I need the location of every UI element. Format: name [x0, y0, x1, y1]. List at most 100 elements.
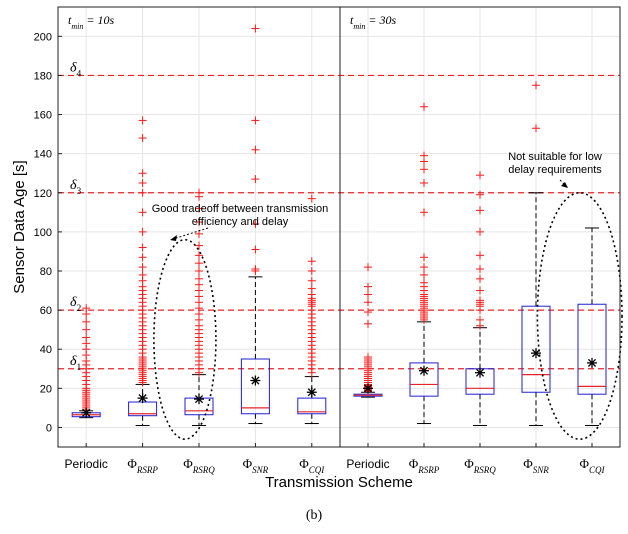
outlier-point — [476, 296, 484, 305]
y-tick-label: 60 — [40, 305, 52, 317]
outlier-point — [82, 333, 91, 342]
x-tick-label-main: Periodic — [346, 457, 389, 471]
outlier-point — [195, 267, 203, 275]
outlier-point — [251, 245, 260, 254]
threshold-label-part: δ — [70, 60, 77, 75]
outlier-point — [420, 278, 428, 287]
outlier-point — [251, 24, 260, 33]
x-tick-label-main: Φ — [127, 456, 137, 471]
mean-stroke — [82, 408, 91, 417]
outlier-point — [251, 265, 260, 274]
outlier-point — [476, 227, 484, 236]
x-tick-label: ΦCQI — [579, 456, 605, 475]
y-tick-label: 80 — [40, 266, 52, 278]
mean-stroke — [251, 376, 260, 385]
x-tick-label: Periodic — [65, 457, 108, 471]
outlier-point — [251, 116, 260, 125]
x-axis-label: Transmission Scheme — [265, 474, 413, 491]
outlier-point — [307, 257, 316, 266]
threshold-label: δ1 — [70, 354, 82, 373]
box-4-panel-1 — [577, 227, 607, 426]
outlier-point — [364, 282, 372, 291]
y-tick-label: 200 — [34, 31, 52, 43]
outlier-point — [251, 175, 260, 184]
panel-title: tmin = 30s — [350, 13, 396, 31]
annotation-text-1: Not suitable for low delay requirements — [508, 151, 602, 176]
outlier-point — [138, 263, 147, 272]
annotation-line: delay requirements — [508, 164, 602, 176]
outlier-point — [364, 290, 372, 299]
outlier-point — [138, 208, 147, 217]
mean-stroke — [307, 388, 316, 397]
y-tick-label: 120 — [34, 188, 52, 200]
box-0-panel-1 — [353, 263, 383, 398]
mean-stroke — [363, 384, 373, 393]
mean-stroke — [587, 358, 597, 367]
threshold-label-part: 3 — [77, 187, 82, 197]
outlier-point — [364, 298, 372, 307]
outlier-point — [420, 102, 428, 111]
box-rect — [297, 397, 327, 415]
plot-frame — [57, 6, 621, 448]
mean-marker — [306, 387, 317, 398]
outlier-point — [307, 194, 316, 203]
outlier-point — [82, 304, 91, 313]
mean-marker — [475, 367, 485, 378]
panel-title-sub: min — [71, 22, 83, 31]
mean-marker — [250, 375, 261, 386]
outlier-point — [420, 263, 428, 272]
box-1-panel-1 — [409, 102, 439, 425]
outlier-point — [138, 134, 147, 143]
box-2-panel-1 — [465, 171, 495, 426]
x-tick-label-sub: RSRQ — [473, 465, 496, 475]
x-tick-label-main: Φ — [409, 456, 419, 471]
outlier-point — [138, 270, 147, 279]
y-tick-label: 100 — [34, 227, 52, 239]
outlier-point — [476, 315, 484, 324]
figure-label: (b) — [306, 508, 323, 523]
box-rect — [409, 362, 439, 397]
annotation-ellipse — [536, 191, 623, 440]
box-rect — [577, 303, 607, 395]
outlier-point — [476, 286, 484, 295]
y-tick-label: 40 — [40, 344, 52, 356]
x-tick-label: Periodic — [346, 457, 389, 471]
annotation-line: Not suitable for low — [508, 151, 602, 163]
outlier-point — [307, 284, 316, 293]
outlier-point — [195, 218, 203, 227]
outlier-point — [138, 253, 147, 262]
x-tick-label-main: Φ — [183, 456, 193, 471]
threshold-label-part: 1 — [77, 363, 82, 373]
outlier-point — [364, 308, 372, 317]
x-tick-label-main: Φ — [523, 456, 533, 471]
annotation-arrowhead — [170, 235, 177, 241]
threshold-label-part: 4 — [77, 69, 82, 79]
y-tick-label: 160 — [34, 110, 52, 122]
box-4-panel-0 — [297, 194, 327, 425]
threshold-label: δ4 — [70, 60, 82, 79]
outlier-point — [138, 188, 147, 197]
x-tick-label-sub: SNR — [533, 465, 550, 475]
outlier-point — [195, 274, 203, 283]
outlier-point — [364, 263, 372, 272]
outlier-point — [82, 317, 91, 326]
outlier-point — [251, 220, 260, 229]
x-tick-label: ΦRSRP — [409, 456, 440, 475]
outlier-point — [138, 227, 147, 236]
outlier-point — [138, 243, 147, 252]
threshold-label-part: 2 — [77, 304, 82, 314]
outlier-point — [364, 353, 372, 362]
outlier-point — [420, 179, 428, 187]
mean-marker — [81, 407, 92, 418]
x-tick-label: ΦRSRP — [127, 456, 158, 475]
x-tick-label: ΦSNR — [523, 456, 549, 475]
mean-marker — [587, 357, 597, 368]
outlier-point — [420, 151, 428, 160]
outlier-point — [307, 267, 316, 275]
x-tick-label-main: Φ — [464, 456, 474, 471]
mean-marker — [363, 383, 373, 394]
box-3-panel-0 — [240, 24, 270, 425]
outlier-point — [476, 190, 484, 199]
x-tick-label-main: Φ — [243, 456, 253, 471]
